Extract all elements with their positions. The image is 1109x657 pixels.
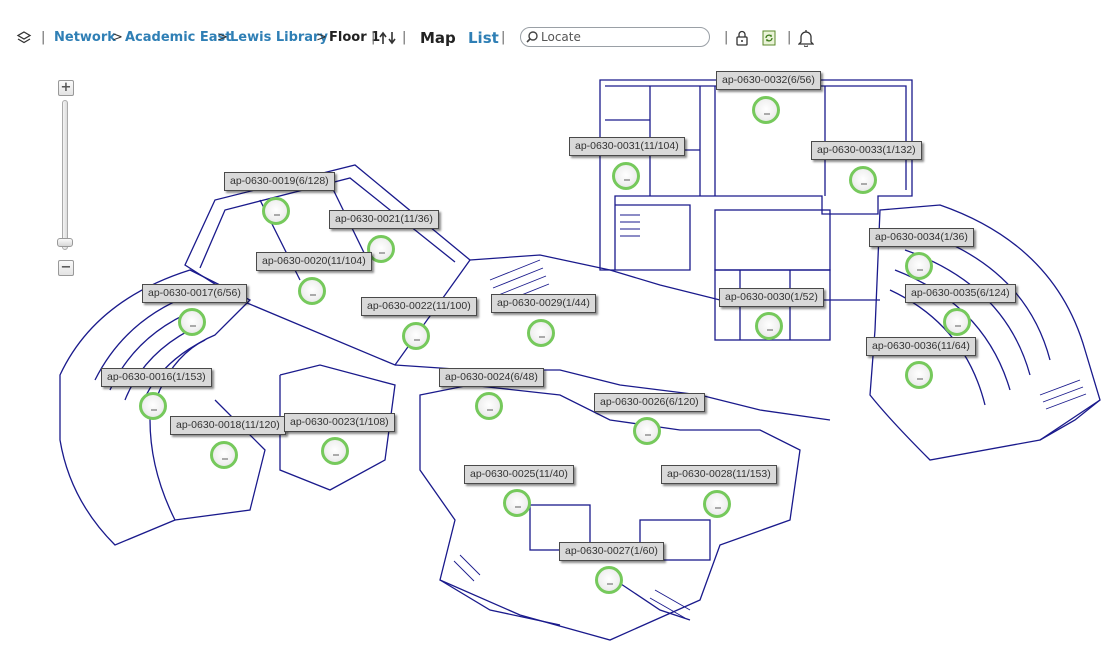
breadcrumb-separator: > <box>316 30 327 45</box>
access-point-icon[interactable] <box>475 392 503 420</box>
access-point-icon[interactable] <box>503 489 531 517</box>
locate-input[interactable] <box>541 29 701 45</box>
access-point-icon[interactable] <box>849 166 877 194</box>
breadcrumb-separator: > <box>112 30 123 45</box>
locate-search-field[interactable] <box>520 27 710 47</box>
access-point-icon[interactable] <box>210 441 238 469</box>
ap-label[interactable]: ap-0630-0023(1/108) <box>284 413 395 432</box>
access-point-icon[interactable] <box>905 252 933 280</box>
access-point-icon[interactable] <box>943 308 971 336</box>
ap-label[interactable]: ap-0630-0028(11/153) <box>661 465 777 484</box>
separator: | <box>787 30 792 45</box>
ap-label[interactable]: ap-0630-0030(1/52) <box>719 288 824 307</box>
access-point-icon[interactable] <box>752 96 780 124</box>
separator: | <box>371 30 376 45</box>
ap-label[interactable]: ap-0630-0018(11/120) <box>170 416 286 435</box>
zoom-out-button[interactable]: − <box>58 260 74 276</box>
access-point-icon[interactable] <box>905 361 933 389</box>
access-point-icon[interactable] <box>595 566 623 594</box>
ap-label[interactable]: ap-0630-0021(11/36) <box>329 210 439 229</box>
access-point-icon[interactable] <box>321 437 349 465</box>
breadcrumb-lewis-library[interactable]: Lewis Library <box>230 30 328 45</box>
separator: | <box>402 30 407 45</box>
ap-label[interactable]: ap-0630-0017(6/56) <box>142 284 247 303</box>
search-icon <box>526 31 538 47</box>
ap-label[interactable]: ap-0630-0036(11/64) <box>866 337 976 356</box>
breadcrumb-network[interactable]: Network <box>54 30 116 45</box>
list-view-tab[interactable]: List <box>468 29 499 47</box>
access-point-icon[interactable] <box>633 417 661 445</box>
breadcrumb-academic-east[interactable]: Academic East <box>125 30 232 45</box>
ap-label[interactable]: ap-0630-0029(1/44) <box>491 294 596 313</box>
ap-label[interactable]: ap-0630-0027(1/60) <box>559 542 664 561</box>
ap-label[interactable]: ap-0630-0016(1/153) <box>101 368 212 387</box>
zoom-slider-track[interactable] <box>62 100 68 250</box>
ap-label[interactable]: ap-0630-0033(1/132) <box>811 141 922 160</box>
layers-icon[interactable] <box>16 22 32 54</box>
lock-icon[interactable] <box>735 22 749 54</box>
ap-label[interactable]: ap-0630-0019(6/128) <box>224 172 335 191</box>
separator: | <box>41 30 46 45</box>
toolbar: | Network > Academic East > Lewis Librar… <box>0 22 1109 54</box>
access-point-icon[interactable] <box>402 322 430 350</box>
access-point-icon[interactable] <box>755 312 783 340</box>
breadcrumb-current-floor: Floor 1 <box>329 30 381 45</box>
access-point-icon[interactable] <box>262 197 290 225</box>
separator: | <box>501 30 506 45</box>
ap-label[interactable]: ap-0630-0025(11/40) <box>464 465 574 484</box>
access-point-icon[interactable] <box>178 308 206 336</box>
zoom-in-button[interactable]: + <box>58 80 74 96</box>
access-point-icon[interactable] <box>139 392 167 420</box>
access-point-icon[interactable] <box>703 490 731 518</box>
ap-label[interactable]: ap-0630-0020(11/104) <box>256 252 372 271</box>
sort-icon[interactable] <box>378 22 398 54</box>
ap-label[interactable]: ap-0630-0031(11/104) <box>569 137 685 156</box>
ap-label[interactable]: ap-0630-0024(6/48) <box>439 368 544 387</box>
bell-icon[interactable] <box>797 22 815 54</box>
separator: | <box>724 30 729 45</box>
access-point-icon[interactable] <box>612 162 640 190</box>
refresh-icon[interactable] <box>761 22 777 54</box>
map-view-tab[interactable]: Map <box>420 29 456 47</box>
access-point-icon[interactable] <box>298 277 326 305</box>
ap-label[interactable]: ap-0630-0026(6/120) <box>594 393 705 412</box>
access-point-icon[interactable] <box>527 319 555 347</box>
zoom-slider-handle[interactable] <box>57 238 73 247</box>
ap-label[interactable]: ap-0630-0032(6/56) <box>716 71 821 90</box>
ap-label[interactable]: ap-0630-0035(6/124) <box>905 284 1016 303</box>
breadcrumb-separator: > <box>217 30 228 45</box>
ap-label[interactable]: ap-0630-0034(1/36) <box>869 228 974 247</box>
ap-label[interactable]: ap-0630-0022(11/100) <box>361 297 477 316</box>
